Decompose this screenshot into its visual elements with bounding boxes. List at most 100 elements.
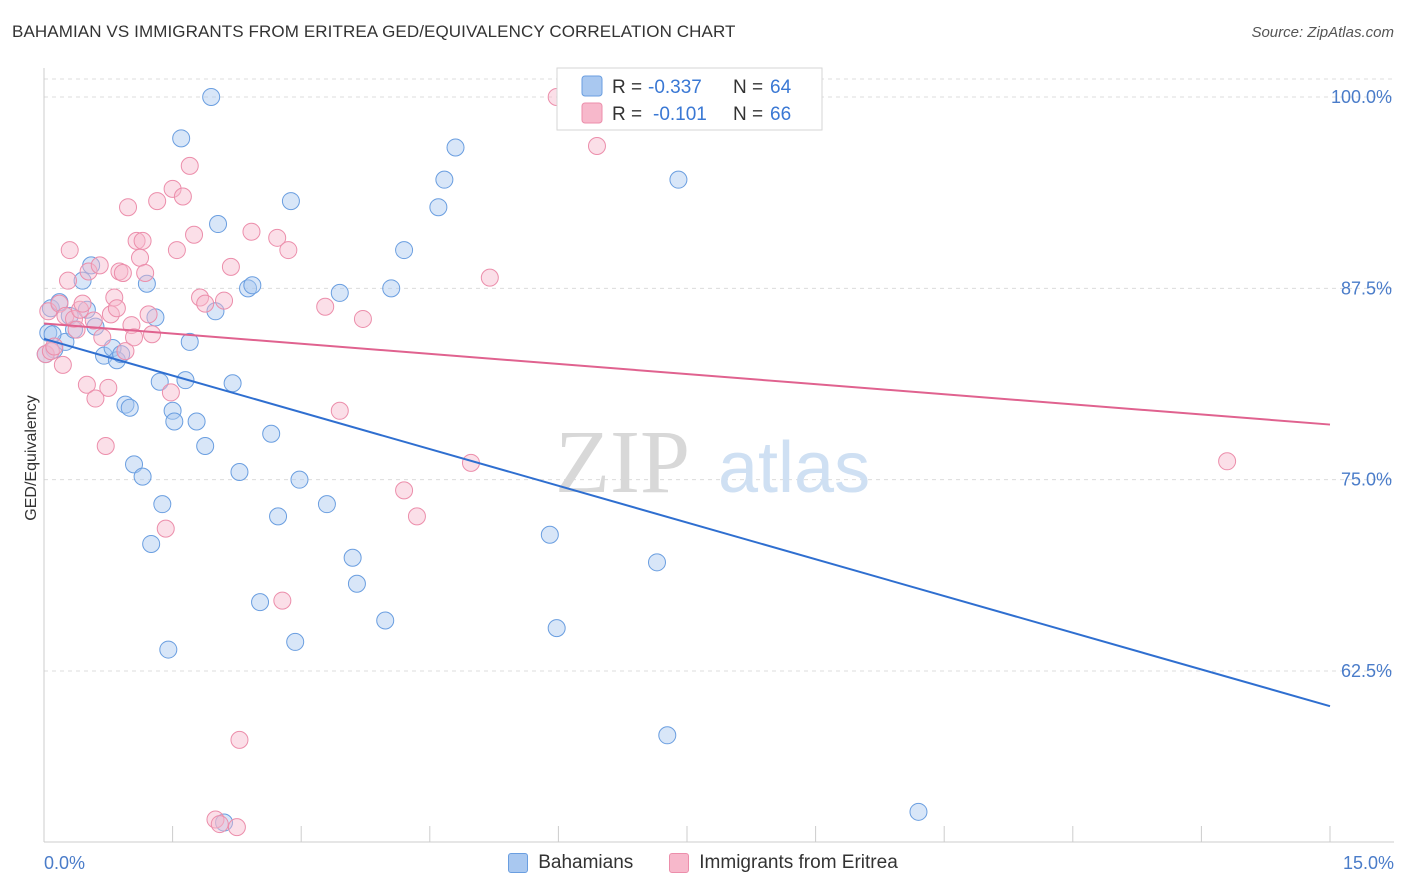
legend-label-bahamians: Bahamians: [538, 852, 634, 873]
eritrea-point: [60, 241, 79, 260]
bahamian-point: [281, 192, 300, 211]
watermark: ZIP atlas: [555, 413, 870, 512]
eritrea-point: [133, 231, 152, 250]
eritrea-point: [480, 268, 499, 287]
eritrea-point: [99, 378, 118, 397]
bahamian-point: [347, 574, 366, 593]
bahamian-point: [251, 593, 270, 612]
bahamian-trend-line: [43, 337, 1331, 708]
legend-blue-r-value: -0.337: [648, 77, 702, 98]
bahamian-point: [142, 534, 161, 553]
bahamian-point: [446, 138, 465, 157]
eritrea-swatch: [669, 853, 690, 873]
bahamian-point: [202, 88, 221, 106]
axes: [43, 68, 1394, 843]
eritrea-point: [53, 355, 72, 374]
bahamian-point: [540, 525, 559, 544]
bahamian-point: [180, 332, 199, 351]
eritrea-point: [227, 818, 246, 837]
watermark-zip: ZIP: [555, 413, 690, 512]
source-label: Source: ZipAtlas.com: [1251, 24, 1394, 41]
correlation-legend: R = -0.337 N = 64 R = -0.101 N = 66: [556, 67, 823, 131]
eritrea-point: [221, 257, 240, 276]
grid-lines: [44, 78, 1394, 672]
bahamian-point: [382, 279, 401, 298]
eritrea-point: [59, 271, 78, 290]
eritrea-point: [119, 198, 138, 217]
eritrea-point: [185, 225, 204, 244]
bahamians-swatch: [508, 853, 529, 873]
y-tick-label: 100.0%: [1331, 87, 1392, 107]
eritrea-trend-line: [43, 322, 1331, 426]
eritrea-point: [273, 591, 292, 610]
y-tick-label: 62.5%: [1341, 661, 1392, 681]
bahamian-point: [395, 241, 414, 260]
eritrea-point: [279, 241, 298, 260]
bahamian-point: [658, 726, 677, 745]
bahamian-point: [547, 619, 566, 638]
bahamian-point: [230, 463, 249, 482]
bahamian-point: [73, 271, 92, 290]
y-axis-label: GED/Equivalency: [23, 395, 40, 520]
eritrea-point: [90, 256, 109, 275]
eritrea-point: [196, 294, 215, 313]
eritrea-point: [93, 328, 112, 347]
eritrea-point: [353, 309, 372, 328]
bahamian-point: [125, 455, 144, 474]
legend-blue-n-label: N =: [733, 77, 763, 98]
eritrea-point: [230, 730, 249, 749]
eritrea-point: [65, 309, 84, 328]
eritrea-point: [173, 187, 192, 206]
legend-item-bahamians: Bahamians: [508, 852, 633, 874]
bahamian-point: [429, 198, 448, 217]
bahamian-point: [290, 470, 309, 489]
bahamian-point: [343, 548, 362, 567]
eritrea-point: [143, 325, 162, 344]
eritrea-point: [77, 375, 96, 394]
eritrea-point: [107, 299, 126, 318]
eritrea-point: [136, 264, 155, 283]
bahamian-point: [120, 398, 139, 417]
watermark-atlas: atlas: [718, 428, 870, 508]
bahamian-point: [133, 467, 152, 486]
x-tick-label-min: 0.0%: [44, 853, 85, 873]
legend-swatch-pink: [581, 102, 603, 124]
chart-title: BAHAMIAN VS IMMIGRANTS FROM ERITREA GED/…: [12, 22, 736, 41]
eritrea-point: [86, 389, 105, 408]
eritrea-point: [167, 241, 186, 260]
eritrea-point: [156, 519, 175, 538]
data-points: [36, 88, 1237, 837]
bahamian-point: [165, 412, 184, 431]
eritrea-point: [105, 288, 124, 307]
bahamian-point: [330, 283, 349, 302]
eritrea-point: [96, 436, 115, 455]
eritrea-point: [84, 311, 103, 330]
eritrea-point: [131, 248, 150, 267]
eritrea-point: [407, 507, 426, 526]
eritrea-point: [161, 383, 180, 402]
bahamian-point: [172, 129, 191, 148]
bahamian-point: [196, 436, 215, 455]
eritrea-point: [148, 192, 167, 211]
eritrea-point: [330, 401, 349, 420]
legend-item-eritrea: Immigrants from Eritrea: [669, 852, 898, 874]
eritrea-point: [242, 222, 261, 241]
eritrea-point: [180, 156, 199, 175]
bahamian-point: [269, 507, 288, 526]
bahamian-point: [669, 170, 688, 189]
bahamian-point: [286, 632, 305, 651]
y-tick-label: 75.0%: [1341, 470, 1392, 490]
eritrea-point: [1218, 452, 1237, 471]
legend-pink-n-label: N =: [733, 104, 763, 125]
legend-blue-r-label: R =: [612, 77, 642, 98]
bahamian-point: [262, 424, 281, 443]
bahamian-point: [647, 553, 666, 572]
series-legend: Bahamians Immigrants from Eritrea: [0, 852, 1406, 874]
bahamian-point: [376, 611, 395, 630]
bahamian-point: [909, 802, 928, 821]
legend-swatch-blue: [581, 75, 603, 97]
eritrea-point: [587, 136, 606, 155]
eritrea-point: [268, 228, 287, 247]
bahamian-point: [159, 640, 178, 659]
